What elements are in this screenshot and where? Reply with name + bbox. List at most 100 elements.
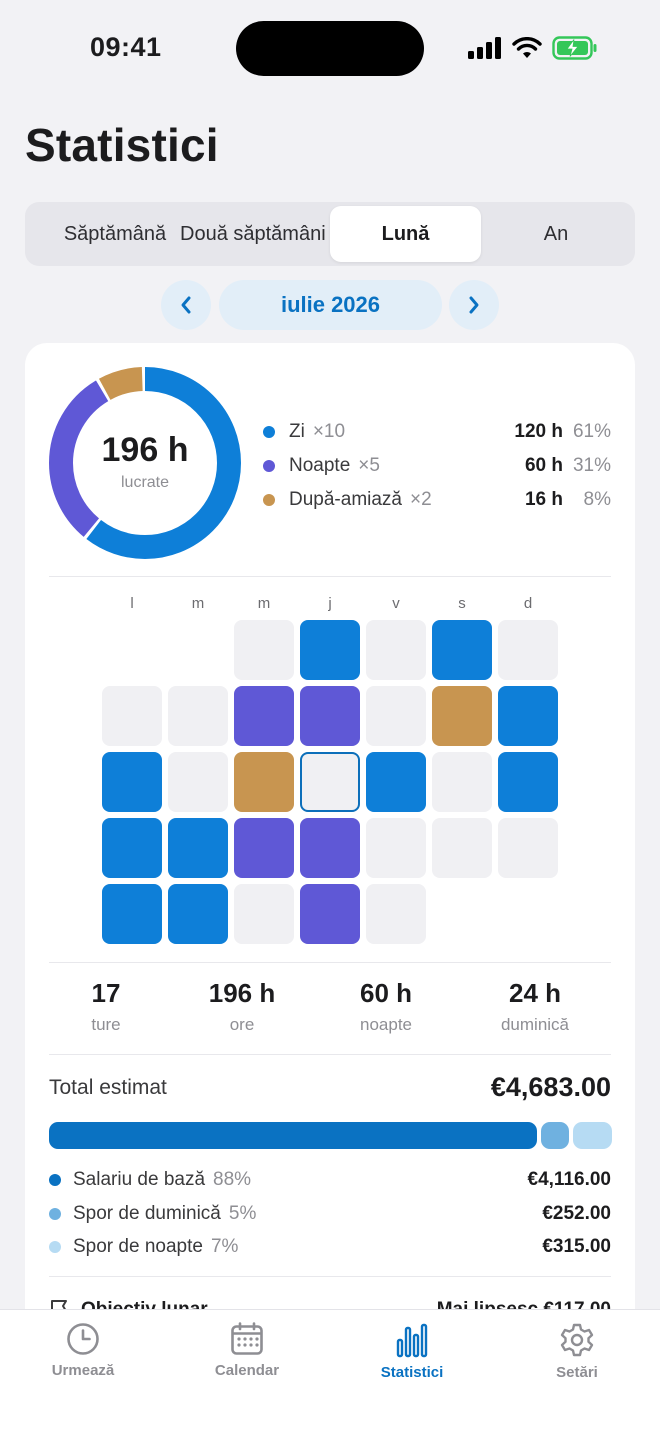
stat-shifts: 17 ture <box>36 978 176 1035</box>
current-period-label[interactable]: iulie 2026 <box>219 280 442 330</box>
segment-two-weeks[interactable]: Două săptămâni <box>180 222 326 245</box>
calendar-day-off[interactable] <box>366 818 426 878</box>
calendar-day-today[interactable] <box>300 752 360 812</box>
calendar-day-zi[interactable] <box>300 620 360 680</box>
dynamic-island <box>236 21 424 76</box>
shift-legend: Zi ×10 120 h 61% Noapte ×5 60 h 31% După… <box>263 415 611 517</box>
weekday-label: s <box>458 595 466 612</box>
legend-percent: 8% <box>583 489 611 510</box>
calendar-day-off[interactable] <box>234 620 294 680</box>
legend-dot-zi <box>263 426 275 438</box>
calendar-day-dupa[interactable] <box>234 752 294 812</box>
donut-caption: lucrate <box>120 473 170 491</box>
stat-night-hours: 60 h noapte <box>316 978 456 1035</box>
pay-amount: €4,116.00 <box>527 1169 611 1190</box>
calendar-day-off[interactable] <box>432 818 492 878</box>
chevron-right-icon <box>469 296 479 314</box>
pay-percent: 7% <box>210 1236 239 1257</box>
stat-value: 60 h <box>359 978 413 1008</box>
calendar-day-off[interactable] <box>366 620 426 680</box>
calendar-day-noapte[interactable] <box>234 686 294 746</box>
pay-row-sunday-bonus: Spor de duminică 5% €252.00 <box>49 1199 611 1229</box>
pay-bar-segment-night <box>573 1122 612 1149</box>
legend-count: ×2 <box>410 489 432 510</box>
calendar-day-off[interactable] <box>366 686 426 746</box>
calendar-day-off[interactable] <box>498 620 558 680</box>
stat-sunday-hours: 24 h duminică <box>465 978 605 1035</box>
tab-label: Setări <box>556 1364 598 1381</box>
calendar-day-off[interactable] <box>102 686 162 746</box>
previous-month-button[interactable] <box>161 280 211 330</box>
calendar-day-zi[interactable] <box>168 818 228 878</box>
calendar-day-off[interactable] <box>168 752 228 812</box>
calendar-day-zi[interactable] <box>432 620 492 680</box>
pay-percent: 5% <box>228 1203 257 1224</box>
calendar-day-off[interactable] <box>498 818 558 878</box>
weekday-label: j <box>328 595 332 612</box>
gear-icon <box>560 1323 594 1357</box>
legend-name: Noapte <box>289 455 351 476</box>
stat-hours: 196 h ore <box>172 978 312 1035</box>
stat-value: 196 h <box>208 978 276 1008</box>
legend-row-noapte: Noapte ×5 60 h 31% <box>263 449 611 483</box>
calendar-day-zi[interactable] <box>102 884 162 944</box>
legend-name: După-amiază <box>289 489 402 510</box>
pay-name: Salariu de bază <box>73 1169 206 1190</box>
tab-urmeaza[interactable]: Urmează <box>28 1322 138 1379</box>
calendar-day-zi[interactable] <box>498 752 558 812</box>
calendar-day-zi[interactable] <box>498 686 558 746</box>
calendar-day-dupa[interactable] <box>432 686 492 746</box>
wifi-icon <box>512 37 542 58</box>
legend-hours: 16 h <box>524 489 563 510</box>
statistics-card: 196 h lucrate Zi ×10 120 h 61% Noapte ×5… <box>25 343 635 1343</box>
legend-row-dupa-amiaza: După-amiază ×2 16 h 8% <box>263 483 611 517</box>
tab-setari[interactable]: Setări <box>522 1322 632 1381</box>
weekday-label: l <box>130 595 134 612</box>
calendar-day-noapte[interactable] <box>234 818 294 878</box>
calendar-day-noapte[interactable] <box>300 818 360 878</box>
weekday-label: d <box>523 595 533 612</box>
stat-value: 17 <box>91 978 121 1008</box>
calendar-day-off[interactable] <box>234 884 294 944</box>
legend-row-zi: Zi ×10 120 h 61% <box>263 415 611 449</box>
pay-bar-segment-base <box>49 1122 537 1149</box>
bottom-tab-bar: Urmează Calendar Statistici Setări <box>0 1309 660 1434</box>
donut-segment-zi <box>49 367 241 559</box>
calendar-day-zi[interactable] <box>168 884 228 944</box>
divider <box>49 576 611 577</box>
period-segmented-control: Săptămână Două săptămâni Lună An <box>25 202 635 266</box>
stat-label: noapte <box>360 1015 412 1034</box>
calendar-icon <box>231 1322 263 1355</box>
calendar-day-zi[interactable] <box>102 818 162 878</box>
pay-dot-sunday <box>49 1208 61 1220</box>
calendar-day-off[interactable] <box>366 884 426 944</box>
calendar-day-zi[interactable] <box>366 752 426 812</box>
tab-statistici[interactable]: Statistici <box>357 1322 467 1381</box>
hours-donut-chart: 196 h lucrate <box>47 365 243 561</box>
calendar-day-zi[interactable] <box>102 752 162 812</box>
next-month-button[interactable] <box>449 280 499 330</box>
legend-count: ×10 <box>312 421 346 442</box>
legend-hours: 120 h <box>514 421 563 442</box>
pay-dot-base <box>49 1174 61 1186</box>
calendar-day-noapte[interactable] <box>300 884 360 944</box>
signal-icon <box>468 37 501 59</box>
page-title: Statistici <box>25 119 219 171</box>
donut-segment-noapte <box>49 367 241 559</box>
tab-calendar[interactable]: Calendar <box>192 1322 302 1379</box>
divider <box>49 1054 611 1055</box>
segment-year[interactable]: An <box>543 222 569 245</box>
stat-label: ture <box>91 1015 121 1034</box>
stat-value: 24 h <box>508 978 562 1008</box>
pay-row-night-bonus: Spor de noapte 7% €315.00 <box>49 1232 611 1262</box>
pay-amount: €252.00 <box>542 1203 611 1224</box>
pay-row-base-salary: Salariu de bază 88% €4,116.00 <box>49 1165 611 1195</box>
total-label: Total estimat <box>49 1076 167 1099</box>
calendar-day-noapte[interactable] <box>300 686 360 746</box>
calendar-day-off[interactable] <box>168 686 228 746</box>
calendar-day-off[interactable] <box>432 752 492 812</box>
pay-bar-segment-sunday <box>541 1122 569 1149</box>
segment-month[interactable]: Lună <box>330 206 481 262</box>
segment-week[interactable]: Săptămână <box>63 222 167 245</box>
pay-dot-night <box>49 1241 61 1253</box>
